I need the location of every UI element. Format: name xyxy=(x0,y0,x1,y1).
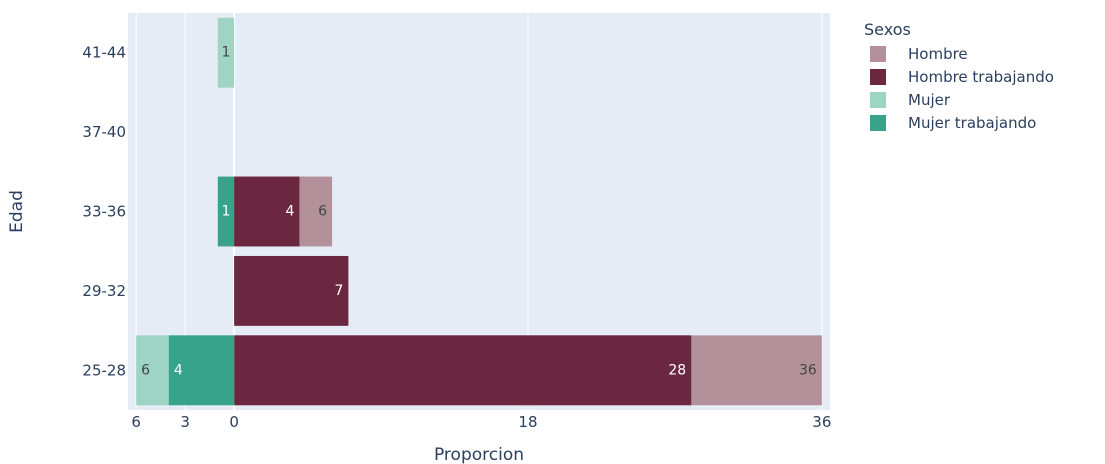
legend-label: Mujer xyxy=(908,90,951,109)
bar-mujer[interactable] xyxy=(217,17,235,88)
legend-swatch xyxy=(870,114,886,131)
y-tick-label: 29-32 xyxy=(82,282,126,300)
bar-mujer-trabajando[interactable] xyxy=(217,176,235,247)
x-axis-ticks: 6 3 0 18 36 xyxy=(131,413,831,431)
bar-hombre-trabajando[interactable] xyxy=(234,335,692,406)
bar-label: 1 xyxy=(221,204,230,220)
legend-item[interactable]: Mujer trabajando xyxy=(864,111,1054,134)
legend-swatch xyxy=(870,91,886,108)
bar-label: 36 xyxy=(799,362,817,378)
bars-layer xyxy=(136,17,822,406)
bar-label: 6 xyxy=(141,362,150,378)
legend-label: Mujer trabajando xyxy=(908,113,1037,132)
x-tick-label: 6 xyxy=(131,413,141,431)
x-axis-title: Proporcion xyxy=(434,445,524,464)
bar-label: 4 xyxy=(285,204,294,220)
x-tick-label: 3 xyxy=(180,413,190,431)
x-tick-label: 18 xyxy=(518,413,537,431)
y-axis-title: Edad xyxy=(7,190,27,233)
y-axis-ticks: 41-44 37-40 33-36 29-32 25-28 xyxy=(82,44,126,380)
legend-label: Hombre xyxy=(908,44,968,63)
y-tick-label: 37-40 xyxy=(82,123,126,141)
bar-hombre-trabajando[interactable] xyxy=(234,176,300,247)
bar-label: 7 xyxy=(334,283,343,299)
x-tick-label: 0 xyxy=(229,413,239,431)
bar-label: 1 xyxy=(221,45,230,61)
legend-swatch xyxy=(870,45,886,62)
y-tick-label: 25-28 xyxy=(82,361,126,379)
legend-title: Sexos xyxy=(864,20,911,39)
legend-items: Hombre Hombre trabajando Mujer Mujer trabaj… xyxy=(864,42,1054,134)
bar-hombre-trabajando[interactable] xyxy=(234,255,349,326)
x-tick-label: 36 xyxy=(812,413,831,431)
legend-label: Hombre trabajando xyxy=(908,67,1054,86)
legend[interactable]: Sexos Hombre Hombre trabajando Mujer Mujer … xyxy=(864,20,1054,134)
bar-label: 6 xyxy=(318,204,327,220)
legend-item[interactable]: Mujer xyxy=(864,88,1054,111)
legend-swatch xyxy=(870,68,886,85)
y-tick-label: 41-44 xyxy=(82,44,126,62)
bar-label: 4 xyxy=(174,362,183,378)
bar-labels-layer: 6 36 4 7 28 1 6 1 4 xyxy=(141,45,817,379)
bar-label: 28 xyxy=(668,362,686,378)
y-tick-label: 33-36 xyxy=(82,203,126,221)
legend-item[interactable]: Hombre trabajando xyxy=(864,65,1054,88)
legend-item[interactable]: Hombre xyxy=(864,42,1054,65)
bar-mujer-trabajando[interactable] xyxy=(168,335,235,406)
